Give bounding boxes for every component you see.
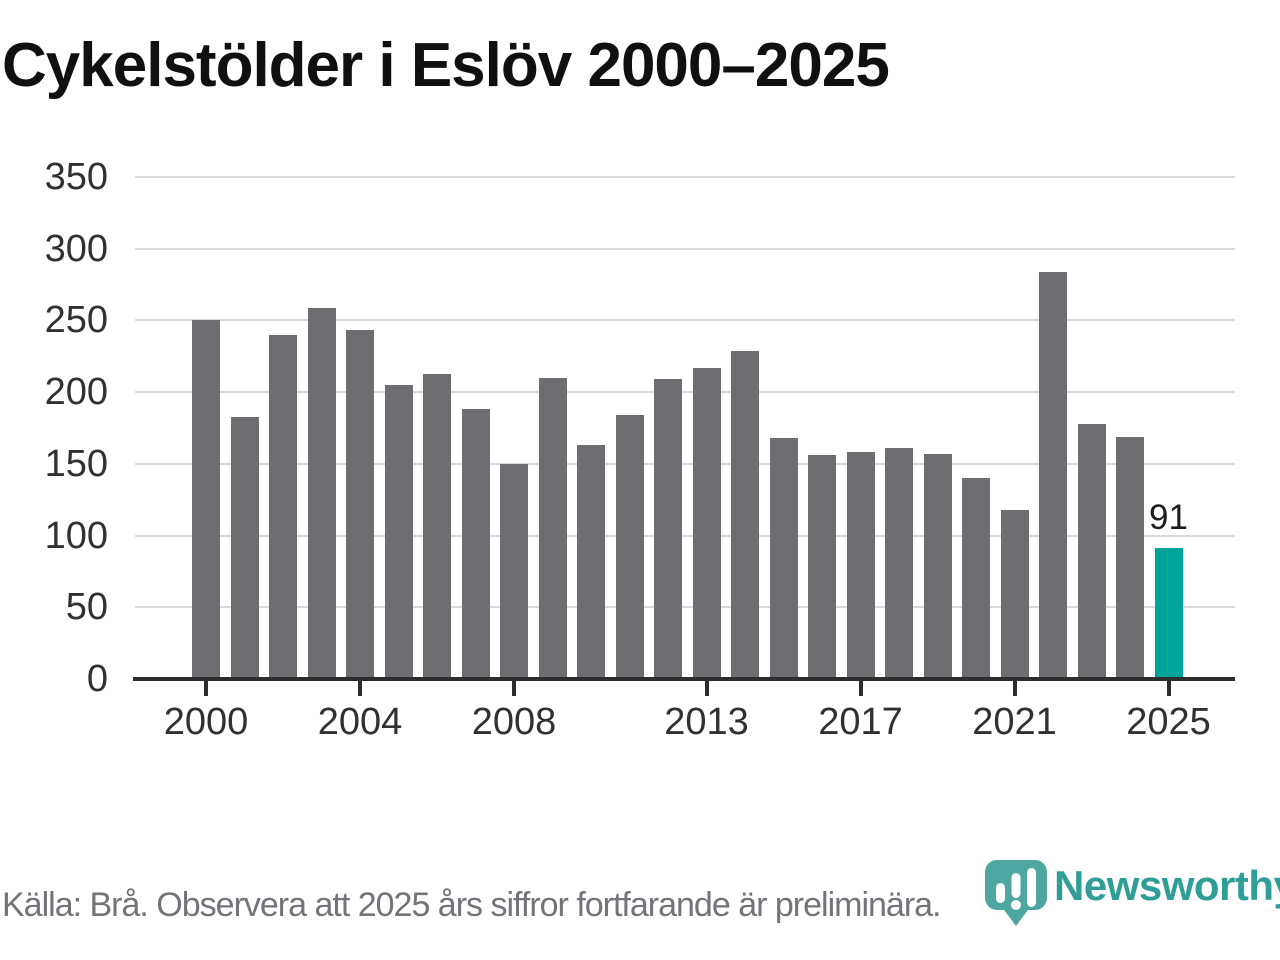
x-tick-label: 2000	[163, 701, 249, 743]
gridline	[135, 247, 1235, 250]
bar-2023	[1077, 423, 1106, 679]
y-axis: 0 50 100 150 200 250 300 350	[0, 0, 135, 960]
x-tick	[858, 681, 863, 696]
bar-2024	[1116, 436, 1144, 679]
bar-2013	[692, 367, 721, 679]
x-tick-label: 2008	[471, 701, 557, 743]
bar-2006	[423, 373, 451, 679]
x-axis-line	[133, 677, 1235, 681]
gridline	[135, 176, 1235, 178]
bar-2009	[538, 377, 567, 679]
x-tick-label: 2017	[818, 701, 903, 743]
source-note: Källa: Brå. Observera att 2025 års siffr…	[2, 886, 941, 924]
newsworthy-pin-bar-chart-icon	[985, 860, 1047, 926]
x-tick-label: 2021	[972, 701, 1057, 743]
bar-2005	[384, 384, 413, 679]
gridline	[135, 319, 1235, 322]
x-tick-label: 2004	[317, 701, 403, 743]
bar-2004	[346, 330, 374, 679]
bar-2008	[500, 463, 528, 679]
x-tick	[1012, 681, 1017, 696]
y-tick-label: 50	[65, 586, 108, 629]
y-tick-label: 250	[44, 299, 108, 342]
bar-2018	[885, 448, 913, 679]
y-tick-label: 0	[86, 658, 108, 700]
y-tick-label: 350	[44, 156, 108, 198]
bar-2012	[654, 379, 682, 679]
gridline	[135, 606, 1235, 609]
bar-2007	[461, 409, 490, 679]
y-tick-label: 200	[44, 371, 108, 414]
bar-2019	[923, 453, 952, 679]
bar-2021	[1000, 509, 1029, 679]
bar-2016	[808, 455, 836, 679]
y-tick-label: 100	[44, 514, 108, 557]
gridline	[135, 534, 1235, 537]
bar-value-label: 91	[1149, 498, 1188, 538]
bar-2015	[769, 438, 798, 679]
plot-area: 91	[135, 176, 1235, 679]
y-tick-label: 300	[44, 227, 108, 270]
bar-2011	[615, 415, 644, 679]
x-tick-label: 2013	[664, 701, 749, 743]
bar-2001	[230, 416, 259, 679]
newsworthy-logo-text: Newsworthy	[1054, 862, 1280, 909]
bar-2017	[846, 452, 875, 679]
x-tick	[1166, 681, 1171, 696]
chart-title: Cykelstölder i Eslöv 2000–2025	[2, 31, 890, 100]
gridline	[135, 462, 1235, 465]
bar-2022	[1039, 271, 1067, 679]
bar-2014	[731, 350, 759, 679]
x-tick	[358, 681, 362, 696]
bar-2003	[307, 307, 336, 679]
x-tick	[204, 681, 208, 696]
bar-2010	[577, 445, 605, 679]
x-tick	[512, 681, 516, 696]
bar-2025	[1154, 548, 1183, 679]
bar-2000	[192, 320, 220, 679]
x-tick	[704, 681, 709, 696]
gridline	[135, 391, 1235, 394]
bar-2002	[269, 334, 297, 679]
y-tick-label: 150	[44, 442, 108, 485]
bar-2020	[962, 478, 990, 679]
x-tick-label: 2025	[1126, 701, 1211, 743]
